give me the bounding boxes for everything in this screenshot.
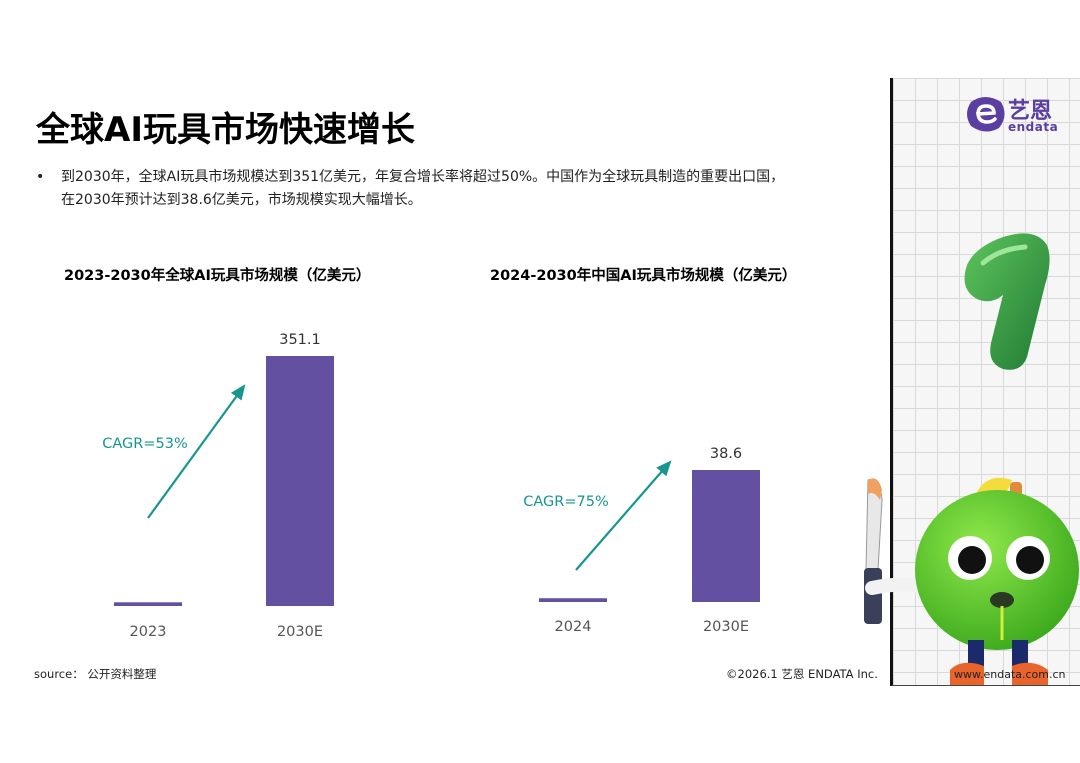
cagr-arrow [575,460,672,571]
website-link[interactable]: www.endata.com.cn [954,668,1066,681]
summary-line-1: 到2030年，全球AI玩具市场规模达到351亿美元，年复合增长率将超过50%。中… [61,169,785,185]
bar-0-2030E [266,356,334,606]
x-tick-label: 2030E [703,619,749,635]
brand-name-en: endata [1008,120,1059,134]
chart-title-china: 2024-2030年中国AI玩具市场规模（亿美元） [490,268,797,284]
x-tick-label: 2023 [130,624,167,640]
green-number-one-illustration [964,233,1050,370]
x-tick-label: 2024 [555,619,592,635]
source-note: source： 公开资料整理 [34,667,157,681]
charts-canvas: 2023 2030E 351.1 CAGR=53% 2024 2030E 38.6 CAGR=… [102,332,760,640]
chart-title-global: 2023-2030年全球AI玩具市场规模（亿美元） [64,268,371,284]
cagr-annotation: CAGR=75% [523,494,608,510]
bar-1-2030E [692,470,760,602]
data-label: 38.6 [710,446,742,462]
x-tick-label: 2030E [277,624,323,640]
summary-text: 到2030年，全球AI玩具市场规模达到351亿美元，年复合增长率将超过50%。中… [61,166,871,212]
apple-character-illustration [864,477,1079,685]
page-title: 全球AI玩具市场快速增长 [36,110,415,150]
endata-logo-icon [967,97,1005,132]
brand-name-cn: 艺恩 [1008,99,1053,124]
bar-1-2024 [539,598,607,602]
bar-0-2023 [114,602,182,606]
data-label: 351.1 [279,332,321,348]
bullet-marker: • [36,169,45,185]
copyright-note: ©2026.1 艺恩 ENDATA Inc. [726,667,878,681]
cagr-arrow [147,384,246,519]
cagr-annotation: CAGR=53% [102,436,187,452]
summary-line-2: 在2030年预计达到38.6亿美元，市场规模实现大幅增长。 [61,192,422,208]
